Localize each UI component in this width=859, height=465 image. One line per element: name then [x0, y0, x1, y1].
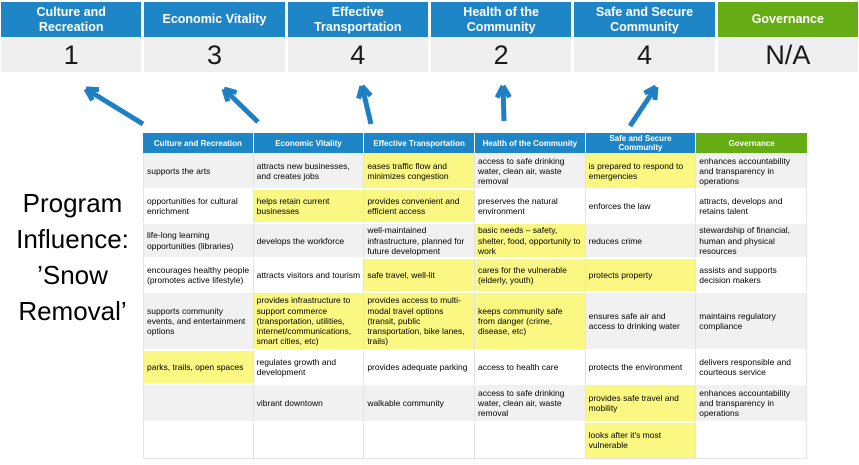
- influence-arrow-4: [494, 84, 512, 122]
- matrix-head: Culture and Recreation Economic Vitality E…: [143, 133, 807, 154]
- matrix-row-8: looks after it's most vulnerable: [143, 422, 807, 459]
- score-effective-transportation: 4: [287, 38, 428, 72]
- influence-matrix: Culture and Recreation Economic Vitality E…: [143, 133, 807, 459]
- matrix-cell-r8-c6: [696, 422, 807, 459]
- matrix-cell-r8-c4: [474, 422, 586, 459]
- matrix-cell-r3-c5: reduces crime: [585, 224, 697, 259]
- matrix-cell-r7-c6: enhances accountability and transparency…: [696, 384, 807, 423]
- matrix-cell-r7-c3: walkable community: [364, 384, 475, 423]
- program-title: Program Influence: ’Snow Removal’: [16, 188, 129, 326]
- influence-arrow-5: [627, 84, 659, 128]
- matrix-cell-r4-c6: assists and supports decision makers: [696, 258, 807, 293]
- matrix-row-4: encourages healthy people (promotes acti…: [143, 258, 807, 293]
- matrix-cell-r2-c6: attracts, develops and retains talent: [696, 190, 807, 225]
- influence-arrow-1: [83, 86, 145, 127]
- matrix-head-row: Culture and Recreation Economic Vitality E…: [143, 133, 807, 154]
- matrix-cell-r6-c2: regulates growth and development: [253, 350, 365, 385]
- influence-arrow-3: [356, 84, 374, 125]
- matrix-cell-r1-c4: access to safe drinking water, clean air…: [474, 153, 586, 191]
- matrix-cell-r3-c6: stewardship of financial, human and phys…: [696, 224, 807, 259]
- matrix-cell-r5-c4: keeps community safe from danger (crime,…: [474, 292, 586, 351]
- matrix-cell-r7-c1: [143, 384, 254, 423]
- matrix-cell-r5-c3: provides access to multi-modal travel op…: [364, 292, 475, 351]
- summary-header-economic-vitality: Economic Vitality: [144, 2, 285, 37]
- matrix-row-2: opportunities for cultural enrichment hel…: [143, 190, 807, 225]
- matrix-cell-r6-c4: access to health care: [474, 350, 586, 385]
- summary-header-governance: Governance: [717, 2, 858, 37]
- matrix-cell-r8-c1: [143, 422, 254, 459]
- matrix-cell-r7-c4: access to safe drinking water, clean air…: [474, 384, 586, 423]
- score-economic-vitality: 3: [144, 38, 285, 72]
- matrix-cell-r1-c2: attracts new businesses, and creates job…: [253, 153, 365, 191]
- matrix-cell-r4-c2: attracts visitors and tourism: [253, 258, 365, 293]
- matrix-cell-r6-c5: protects the environment: [585, 350, 697, 385]
- matrix-header-governance: Governance: [696, 133, 807, 154]
- matrix-cell-r4-c1: encourages healthy people (promotes acti…: [143, 258, 254, 293]
- matrix-cell-r3-c3: well-maintained infrastructure, planned …: [364, 224, 475, 259]
- matrix-cell-r2-c2: helps retain current businesses: [253, 190, 365, 225]
- matrix-row-7: vibrant downtown walkable community access…: [143, 384, 807, 423]
- matrix-cell-r1-c5: is prepared to respond to emergencies: [585, 153, 697, 191]
- matrix-cell-r7-c5: provides safe travel and mobility: [585, 384, 697, 423]
- score-governance: N/A: [717, 38, 858, 72]
- matrix-cell-r2-c1: opportunities for cultural enrichment: [143, 190, 254, 225]
- matrix-cell-r5-c1: supports community events, and entertain…: [143, 292, 254, 351]
- matrix-header-health-of-the-community: Health of the Community: [474, 133, 586, 154]
- matrix-row-5: supports community events, and entertain…: [143, 292, 807, 351]
- summary-header-safe-and-secure-community: Safe and Secure Community: [574, 2, 715, 37]
- matrix-cell-r2-c3: provides convenient and efficient access: [364, 190, 475, 225]
- matrix-cell-r3-c2: develops the workforce: [253, 224, 365, 259]
- matrix-header-effective-transportation: Effective Transportation: [364, 133, 475, 154]
- summary-header-health-of-the-community: Health of the Community: [430, 2, 572, 37]
- score-safe-and-secure-community: 4: [574, 38, 715, 72]
- matrix-cell-r5-c5: ensures safe air and access to drinking …: [585, 292, 697, 351]
- matrix-cell-r6-c6: delivers responsible and courteous servi…: [696, 350, 807, 385]
- matrix-cell-r3-c4: basic needs – safety, shelter, food, opp…: [474, 224, 586, 259]
- matrix-header-economic-vitality: Economic Vitality: [253, 133, 365, 154]
- matrix-body: supports the arts attracts new businesses…: [143, 153, 807, 459]
- matrix-cell-r1-c1: supports the arts: [143, 153, 254, 191]
- matrix-cell-r6-c1: parks, trails, open spaces: [143, 350, 254, 385]
- matrix-cell-r8-c2: [253, 422, 365, 459]
- matrix-cell-r6-c3: provides adequate parking: [364, 350, 475, 385]
- score-culture-and-recreation: 1: [1, 38, 142, 72]
- summary-header-culture-and-recreation: Culture and Recreation: [1, 2, 142, 37]
- matrix-cell-r8-c5: looks after it's most vulnerable: [585, 422, 697, 459]
- matrix-cell-r5-c2: provides infrastructure to support comme…: [253, 292, 365, 351]
- matrix-cell-r2-c4: preserves the natural environment: [474, 190, 586, 225]
- matrix-cell-r1-c6: enhances accountability and transparency…: [696, 153, 807, 191]
- score-health-of-the-community: 2: [430, 38, 572, 72]
- matrix-header-safe-and-secure-community: Safe and Secure Community: [585, 133, 697, 154]
- matrix-row-6: parks, trails, open spaces regulates grow…: [143, 350, 807, 385]
- matrix-cell-r4-c4: cares for the vulnerable (elderly, youth…: [474, 258, 586, 293]
- matrix-cell-r2-c5: enforces the law: [585, 190, 697, 225]
- matrix-cell-r7-c2: vibrant downtown: [253, 384, 365, 423]
- summary-band: Culture and Recreation Economic Vitality E…: [1, 2, 858, 37]
- matrix-cell-r3-c1: life-long learning opportunities (librar…: [143, 224, 254, 259]
- matrix-cell-r5-c6: maintains regulatory compliance: [696, 292, 807, 351]
- matrix-row-1: supports the arts attracts new businesses…: [143, 153, 807, 191]
- score-band: 1 3 4 2 4 N/A: [1, 38, 858, 72]
- influence-arrow-2: [221, 86, 260, 124]
- matrix-cell-r8-c3: [364, 422, 475, 459]
- matrix-cell-r1-c3: eases traffic flow and minimizes congest…: [364, 153, 475, 191]
- matrix-cell-r4-c5: protects property: [585, 258, 697, 293]
- matrix-cell-r4-c3: safe travel, well-lit: [364, 258, 475, 293]
- matrix-header-culture-and-recreation: Culture and Recreation: [143, 133, 254, 154]
- matrix-row-3: life-long learning opportunities (librar…: [143, 224, 807, 259]
- summary-header-effective-transportation: Effective Transportation: [287, 2, 428, 37]
